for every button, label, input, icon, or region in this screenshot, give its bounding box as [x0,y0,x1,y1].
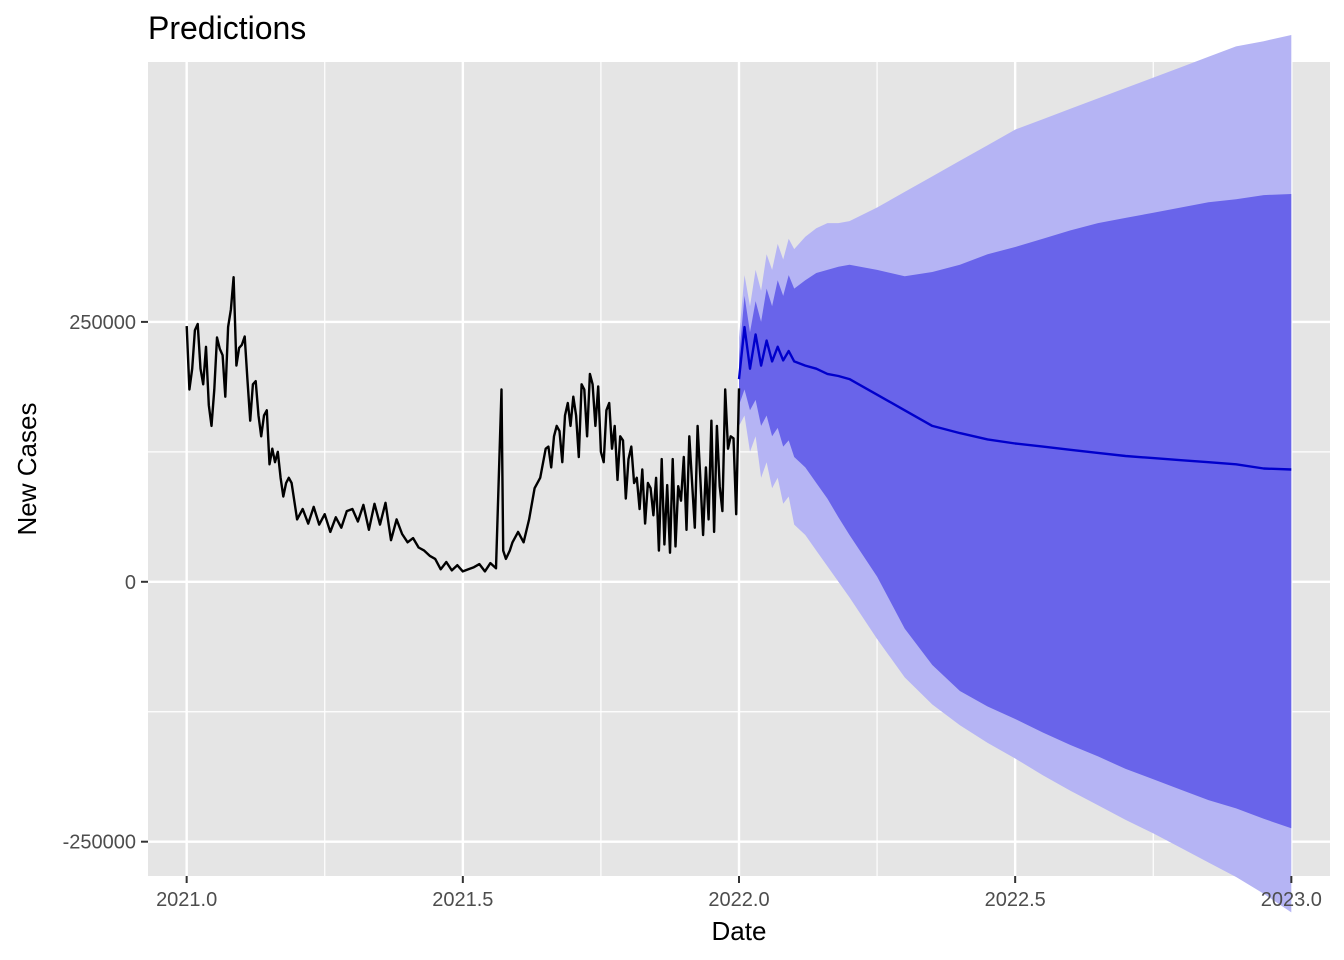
y-tick-label: -250000 [63,832,136,854]
axes: 2021.0 2021.5 2022.0 2022.5 2023.0 -250000 0 25… [63,312,1322,911]
x-tick-label: 2023.0 [1261,889,1322,911]
y-axis-label: New Cases [12,403,42,536]
observed-series-line [185,276,741,573]
forecast-series-line [737,325,1292,471]
band-80 [739,194,1292,829]
prediction-bands [739,35,1292,913]
x-tick-label: 2022.0 [708,889,769,911]
x-tick-label: 2021.0 [156,889,217,911]
grid-lines [148,62,1330,876]
chart-title: Predictions [148,10,307,46]
x-tick-label: 2021.5 [432,889,493,911]
x-tick-label: 2022.5 [985,889,1046,911]
y-tick-label: 0 [125,572,136,594]
series-lines [185,276,1292,573]
y-tick-label: 250000 [69,312,136,334]
x-axis-label: Date [712,916,767,946]
